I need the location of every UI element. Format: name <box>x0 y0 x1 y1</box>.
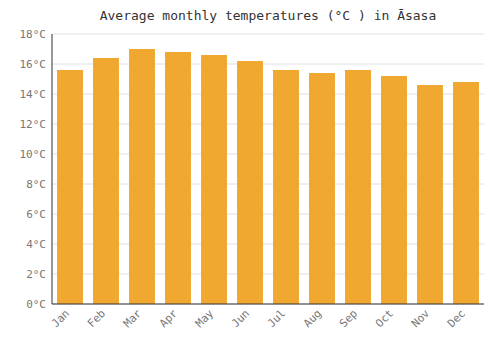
grid-line <box>52 34 484 35</box>
y-axis-line <box>52 34 53 304</box>
x-tick-label: Oct <box>373 307 396 330</box>
y-tick-label: 6°C <box>26 208 46 221</box>
y-tick-label: 0°C <box>26 298 46 311</box>
y-tick-label: 2°C <box>26 268 46 281</box>
bar <box>417 85 443 304</box>
y-tick-label: 16°C <box>20 58 47 71</box>
x-tick-label: Nov <box>409 307 433 331</box>
bar <box>273 70 299 304</box>
bar <box>381 76 407 304</box>
x-tick-label: Dec <box>445 307 468 330</box>
x-tick-label: Mar <box>121 307 145 331</box>
bar <box>57 70 83 304</box>
x-tick-label: Jun <box>229 307 252 330</box>
y-tick-label: 12°C <box>20 118 47 131</box>
bar <box>345 70 371 304</box>
x-tick-label: Apr <box>157 307 181 331</box>
bar <box>129 49 155 304</box>
x-tick-label: Jul <box>265 307 288 330</box>
x-tick-label: Feb <box>85 307 108 330</box>
y-tick-label: 8°C <box>26 178 46 191</box>
x-tick-label: Sep <box>337 307 360 330</box>
x-axis-line <box>52 304 484 305</box>
bar <box>93 58 119 304</box>
bar <box>453 82 479 304</box>
bar <box>165 52 191 304</box>
bar <box>309 73 335 304</box>
y-tick-label: 18°C <box>20 28 47 41</box>
chart: Average monthly temperatures (°C ) in Ās… <box>0 0 500 350</box>
x-tick-label: May <box>193 307 217 331</box>
y-tick-label: 4°C <box>26 238 46 251</box>
bar <box>201 55 227 304</box>
title: Average monthly temperatures (°C ) in Ās… <box>100 8 437 23</box>
bar <box>237 61 263 304</box>
grid-line <box>52 304 484 305</box>
x-tick-label: Jan <box>49 307 72 330</box>
y-tick-label: 10°C <box>20 148 47 161</box>
y-tick-label: 14°C <box>20 88 47 101</box>
x-tick-label: Aug <box>301 307 324 330</box>
